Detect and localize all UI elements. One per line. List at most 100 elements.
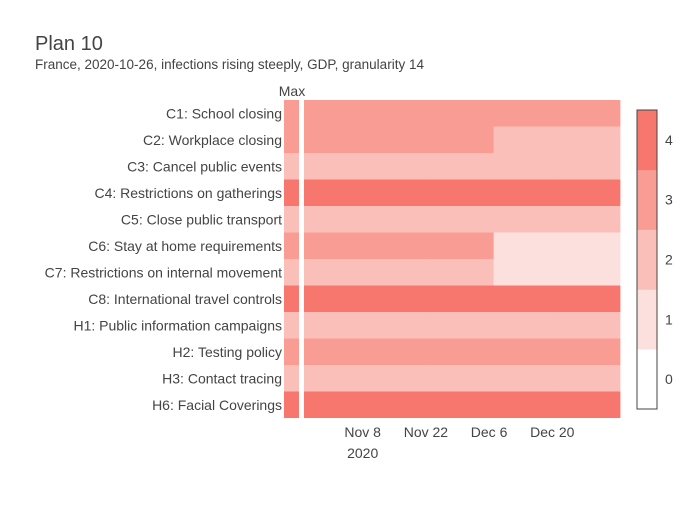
heatmap-cell xyxy=(367,259,431,286)
colorbar-tick-label: 4 xyxy=(665,132,673,148)
heatmap-cell xyxy=(430,126,494,153)
max-cell xyxy=(284,391,299,418)
heatmap-cell xyxy=(493,179,558,206)
heatmap-cell xyxy=(430,206,494,233)
max-cell xyxy=(284,338,299,365)
heatmap-cell xyxy=(493,126,558,153)
heatmap-cell xyxy=(493,365,558,392)
heatmap-cell xyxy=(304,312,368,339)
x-axis: Nov 8 2020 Nov 22 Dec 6 Dec 20 xyxy=(344,424,574,461)
x-tick-label: Nov 22 xyxy=(404,424,449,440)
heatmap-cell xyxy=(367,206,431,233)
max-column-label: Max xyxy=(279,83,305,99)
x-tick-label: Dec 6 xyxy=(471,424,508,440)
heatmap-cell xyxy=(493,312,558,339)
row-label: H1: Public information campaigns xyxy=(73,317,282,333)
heatmap-cell xyxy=(367,391,431,418)
row-label: C3: Cancel public events xyxy=(127,158,282,174)
heatmap-cell xyxy=(493,338,558,365)
heatmap-cell xyxy=(304,206,368,233)
row-labels: C1: School closing C2: Workplace closing C… xyxy=(45,105,282,413)
max-cell xyxy=(284,365,299,392)
heatmap-cell xyxy=(430,391,494,418)
max-cell xyxy=(284,285,299,312)
heatmap-cell xyxy=(556,232,621,259)
row-label: C8: International travel controls xyxy=(88,291,282,307)
heatmap-cell xyxy=(367,100,431,127)
heatmap-cell xyxy=(556,126,621,153)
heatmap-cell xyxy=(493,259,558,286)
heatmap-cell xyxy=(556,365,621,392)
max-cell xyxy=(284,153,299,180)
heatmap-cell xyxy=(430,285,494,312)
heatmap-cell xyxy=(493,100,558,127)
heatmap-cell xyxy=(493,206,558,233)
heatmap-cell xyxy=(430,365,494,392)
heatmap-cell xyxy=(556,259,621,286)
row-label: C5: Close public transport xyxy=(121,211,282,227)
heatmap-cell xyxy=(367,179,431,206)
heatmap-cell xyxy=(304,100,368,127)
heatmap-cell xyxy=(304,365,368,392)
heatmap-cell xyxy=(493,153,558,180)
heatmap-cell xyxy=(556,312,621,339)
heatmap-cell xyxy=(556,338,621,365)
heatmap-cell xyxy=(304,153,368,180)
heatmap-cell xyxy=(493,391,558,418)
row-label: H6: Facial Coverings xyxy=(152,397,282,413)
heatmap-cell xyxy=(430,100,494,127)
heatmap-cell xyxy=(367,153,431,180)
heatmap-cell xyxy=(556,285,621,312)
chart-title: Plan 10 xyxy=(35,33,103,55)
row-label: C7: Restrictions on internal movement xyxy=(45,264,282,280)
heatmap-cells xyxy=(304,100,621,418)
max-cell xyxy=(284,259,299,286)
max-cell xyxy=(284,206,299,233)
x-tick-label: Dec 20 xyxy=(530,424,575,440)
colorbar-segment xyxy=(637,110,657,171)
heatmap-cell xyxy=(367,285,431,312)
heatmap-cell xyxy=(556,100,621,127)
row-label: H2: Testing policy xyxy=(173,344,282,360)
colorbar-segment xyxy=(637,169,657,230)
heatmap-cell xyxy=(430,259,494,286)
row-label: C1: School closing xyxy=(166,105,282,121)
max-column xyxy=(284,100,299,418)
heatmap-cell xyxy=(430,232,494,259)
colorbar-tick-label: 0 xyxy=(665,371,673,387)
heatmap-cell xyxy=(367,232,431,259)
colorbar: 0 1 2 3 4 xyxy=(636,109,673,410)
x-tick-label: Nov 8 xyxy=(344,424,381,440)
heatmap-cell xyxy=(367,365,431,392)
colorbar-segment xyxy=(637,289,657,350)
heatmap-cell xyxy=(304,391,368,418)
row-label: C6: Stay at home requirements xyxy=(88,238,282,254)
row-label: H3: Contact tracing xyxy=(162,370,282,386)
heatmap-cell xyxy=(430,338,494,365)
max-cell xyxy=(284,179,299,206)
heatmap-cell xyxy=(304,338,368,365)
heatmap-cell xyxy=(556,206,621,233)
heatmap-cell xyxy=(367,312,431,339)
max-cell xyxy=(284,232,299,259)
row-label: C4: Restrictions on gatherings xyxy=(94,185,282,201)
chart-subtitle: France, 2020-10-26, infections rising st… xyxy=(35,57,424,72)
heatmap-cell xyxy=(430,153,494,180)
heatmap-cell xyxy=(493,232,558,259)
colorbar-outline xyxy=(636,109,658,410)
max-cell xyxy=(284,100,299,127)
heatmap-cell xyxy=(304,126,368,153)
colorbar-segment xyxy=(637,229,657,290)
heatmap-cell xyxy=(367,126,431,153)
heatmap-cell xyxy=(304,259,368,286)
heatmap-cell xyxy=(304,179,368,206)
max-cell xyxy=(284,126,299,153)
heatmap-cell xyxy=(430,312,494,339)
heatmap-cell xyxy=(367,338,431,365)
heatmap-cell xyxy=(304,232,368,259)
x-tick-sublabel: 2020 xyxy=(347,445,378,461)
heatmap-cell xyxy=(556,179,621,206)
colorbar-tick-label: 3 xyxy=(665,192,673,208)
